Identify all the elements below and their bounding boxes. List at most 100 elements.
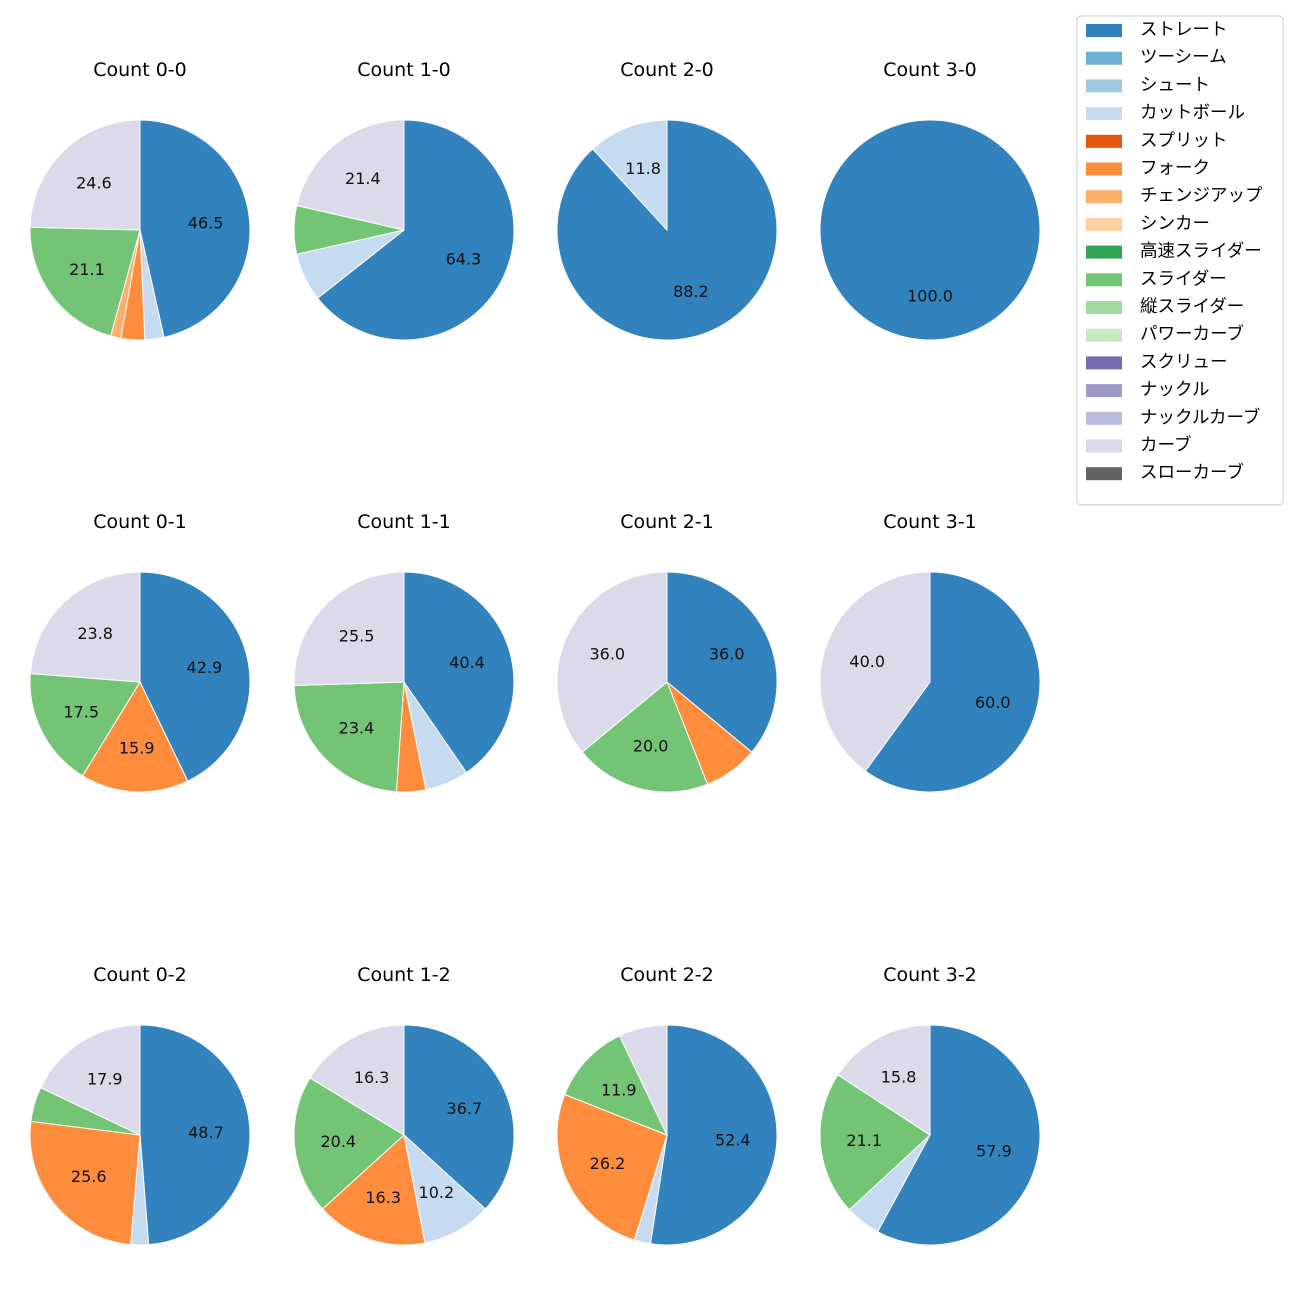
pie-title: Count 0-1 (93, 511, 187, 533)
pie-slice-2-4 (296, 119, 405, 231)
pie-value-label: 23.4 (339, 718, 375, 737)
pie-8: Count 3-1 60.0 40.0 (819, 511, 1041, 793)
pie-slice-12-4 (837, 1024, 931, 1136)
pie-slice-9-1 (139, 1024, 251, 1246)
pie-4: Count 3-0 100.0 (819, 59, 1041, 341)
pie-12: Count 3-2 57.9 21.1 15.8 (819, 964, 1041, 1246)
pie-slice-1-6 (29, 119, 141, 231)
pie-3: Count 2-0 88.2 11.8 (556, 59, 778, 341)
pie-slice-6-4 (293, 681, 405, 793)
pie-value-label: 15.8 (881, 1067, 917, 1086)
legend-label: スローカーブ (1140, 462, 1244, 483)
pie-title: Count 3-0 (883, 59, 977, 81)
pie-title: Count 1-2 (357, 964, 451, 986)
pie-slice-11-3 (556, 1093, 668, 1241)
pie-value-label: 26.2 (590, 1154, 626, 1173)
pie-title: Count 0-2 (93, 964, 187, 986)
legend-swatch (1086, 273, 1122, 287)
pie-value-label: 48.7 (188, 1123, 224, 1142)
pie-slice-7-3 (581, 681, 709, 793)
legend-frame (1076, 15, 1284, 506)
pie-value-label: 52.4 (715, 1130, 751, 1149)
pie-value-label: 40.0 (849, 652, 885, 671)
legend-swatch (1086, 356, 1122, 370)
pie-value-label: 25.6 (71, 1167, 107, 1186)
pie-value-label: 36.7 (447, 1099, 483, 1118)
pie-slice-5-4 (29, 571, 141, 683)
pie-slice-10-4 (293, 1077, 405, 1210)
pie-slice-11-1 (649, 1024, 778, 1246)
pie-slice-8-1 (864, 571, 1041, 793)
pie-value-label: 64.3 (446, 249, 482, 268)
pie-slice-5-1 (139, 571, 251, 782)
pie-value-label: 46.5 (188, 213, 224, 232)
legend-label: カーブ (1140, 435, 1191, 456)
legend-swatch (1086, 301, 1122, 314)
pie-slice-5-2 (81, 680, 189, 793)
legend-swatch (1086, 107, 1122, 121)
pie-title: Count 2-2 (620, 964, 714, 986)
legend: ストレートツーシームシュートカットボールスプリットフォークチェンジアップシンカー… (1076, 15, 1284, 506)
legend-swatch (1086, 328, 1122, 342)
pie-slice-9-3 (29, 1120, 141, 1246)
pie-value-label: 36.0 (589, 644, 625, 663)
pie-slice-1-1 (139, 119, 251, 338)
legend-swatch (1086, 411, 1122, 425)
pie-value-label: 11.9 (601, 1080, 637, 1099)
legend-label: スライダー (1140, 269, 1227, 289)
legend-swatch (1086, 162, 1122, 176)
legend-swatch (1086, 467, 1122, 481)
legend-label: 縦スライダー (1140, 297, 1244, 317)
pie-7: Count 2-1 36.0 20.0 36.0 (556, 511, 778, 793)
legend-label: シンカー (1140, 214, 1210, 234)
pie-title: Count 0-0 (93, 59, 187, 81)
legend-label: ナックル (1140, 380, 1209, 400)
pie-slice-12-3 (819, 1074, 931, 1211)
pie-title: Count 2-0 (620, 59, 714, 81)
legend-swatch (1086, 51, 1122, 65)
pie-value-label: 21.4 (345, 169, 381, 188)
legend-label: チェンジアップ (1140, 186, 1263, 206)
pie-value-label: 42.9 (187, 658, 223, 677)
legend-label: 高速スライダー (1140, 242, 1262, 262)
pie-value-label: 21.1 (69, 260, 105, 279)
pie-title: Count 3-2 (883, 964, 977, 986)
pie-value-label: 60.0 (975, 693, 1011, 712)
pie-slice-11-4 (564, 1035, 669, 1136)
pie-value-label: 16.3 (354, 1068, 390, 1087)
pie-value-label: 40.4 (449, 653, 485, 672)
pie-value-label: 36.0 (709, 644, 745, 663)
pie-slice-10-1 (403, 1024, 515, 1210)
legend-swatch (1086, 134, 1122, 148)
legend-label: フォーク (1140, 159, 1210, 179)
legend-label: シュート (1140, 75, 1210, 95)
pie-slice-7-4 (556, 571, 668, 753)
legend-swatch (1086, 24, 1122, 37)
pie-slice-11-5 (618, 1024, 668, 1136)
pie-title: Count 1-0 (357, 59, 451, 81)
pie-slice-2-1 (316, 119, 515, 341)
pie-slice-7-1 (666, 571, 778, 753)
pie-10: Count 1-2 36.7 10.2 16.3 20.4 16.3 (293, 964, 515, 1246)
legend-label: スプリット (1140, 131, 1228, 151)
pie-value-label: 17.5 (63, 703, 99, 722)
pie-title: Count 1-1 (357, 511, 451, 533)
pie-value-label: 100.0 (907, 287, 953, 306)
pie-6: Count 1-1 40.4 23.4 25.5 (293, 511, 515, 793)
pie-slice-10-2 (403, 1133, 487, 1244)
legend-swatch (1086, 384, 1122, 398)
legend-swatch (1086, 190, 1122, 204)
pie-title: Count 3-1 (883, 511, 977, 533)
pie-value-label: 20.0 (633, 736, 669, 755)
pie-11: Count 2-2 52.4 26.2 11.9 (556, 964, 778, 1246)
legend-label: ストレート (1140, 20, 1228, 40)
pie-title: Count 2-1 (620, 511, 714, 533)
legend-label: ナックルカーブ (1140, 407, 1260, 428)
pie-slice-10-3 (321, 1134, 426, 1246)
pie-slice-4-1 (819, 119, 1041, 341)
pie-2: Count 1-0 64.3 21.4 (293, 59, 515, 341)
pie-slice-12-1 (876, 1024, 1041, 1246)
pie-value-label: 21.1 (846, 1131, 882, 1150)
pie-value-label: 11.8 (625, 159, 661, 178)
